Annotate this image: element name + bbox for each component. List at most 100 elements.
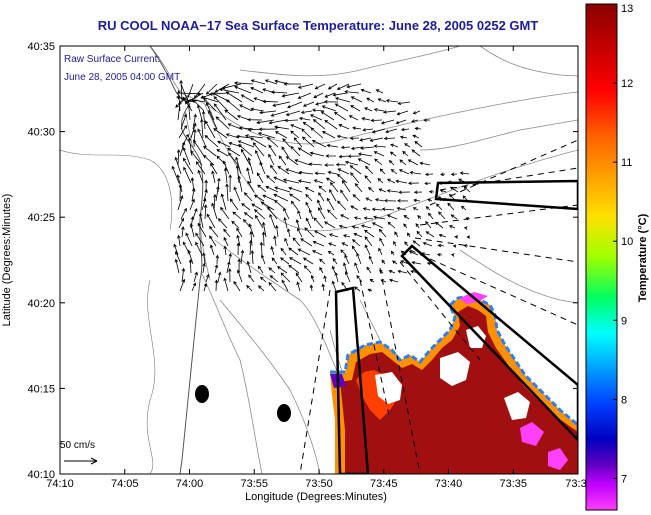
current-vector bbox=[337, 168, 350, 175]
current-vector bbox=[365, 165, 374, 175]
current-vector bbox=[201, 110, 206, 130]
current-vector bbox=[377, 178, 384, 184]
scale-label: 50 cm/s bbox=[60, 440, 95, 451]
current-vector bbox=[214, 264, 219, 274]
current-vector bbox=[378, 269, 384, 274]
current-vector bbox=[359, 137, 372, 142]
current-vector bbox=[288, 186, 303, 193]
current-vector bbox=[305, 193, 313, 202]
current-vector bbox=[411, 149, 421, 157]
inland-contour bbox=[146, 279, 156, 474]
current-vector bbox=[428, 190, 435, 194]
current-vector bbox=[296, 281, 301, 292]
current-vector bbox=[208, 92, 228, 96]
buoy-marker-1 bbox=[195, 385, 209, 403]
current-vector bbox=[217, 140, 231, 148]
current-vector bbox=[414, 126, 422, 131]
current-vector bbox=[356, 275, 363, 283]
y-tick-label: 40:30 bbox=[27, 127, 55, 139]
current-vector bbox=[414, 140, 423, 148]
current-vector bbox=[240, 94, 255, 103]
current-vector bbox=[229, 198, 239, 211]
current-vector bbox=[354, 262, 360, 274]
current-vector bbox=[314, 230, 327, 238]
current-vector bbox=[364, 236, 373, 247]
current-vector bbox=[428, 212, 434, 220]
radar-sector-2 bbox=[400, 244, 578, 442]
current-vector bbox=[256, 119, 275, 125]
current-vector bbox=[463, 186, 471, 193]
current-vector bbox=[179, 141, 186, 157]
current-vector bbox=[354, 183, 363, 193]
current-vector bbox=[265, 185, 279, 193]
current-vector bbox=[182, 96, 193, 112]
current-vector bbox=[371, 222, 384, 229]
current-vector bbox=[209, 244, 215, 256]
current-vector bbox=[390, 250, 395, 256]
current-vector bbox=[435, 221, 444, 229]
current-vector bbox=[365, 197, 373, 202]
current-vector bbox=[371, 128, 386, 134]
current-vector bbox=[341, 180, 351, 193]
current-vector bbox=[404, 241, 409, 247]
current-vector bbox=[239, 104, 253, 112]
current-vector bbox=[369, 137, 384, 142]
current-vector bbox=[203, 97, 217, 112]
current-vector bbox=[300, 110, 313, 114]
current-vector bbox=[378, 228, 387, 238]
current-vector bbox=[343, 234, 351, 238]
current-vector bbox=[231, 220, 240, 229]
current-vector bbox=[373, 144, 387, 148]
current-vector bbox=[268, 281, 277, 292]
current-vector bbox=[205, 273, 210, 283]
current-vector bbox=[217, 271, 222, 283]
current-vector bbox=[309, 151, 325, 157]
current-vector bbox=[196, 104, 203, 121]
current-vector bbox=[378, 247, 383, 256]
colorbar-tick-label: 12 bbox=[621, 78, 633, 90]
current-vector bbox=[412, 207, 419, 211]
current-vector bbox=[208, 110, 218, 130]
current-vector bbox=[350, 172, 360, 184]
current-vector bbox=[284, 237, 289, 247]
x-tick-label: 73:40 bbox=[435, 478, 463, 490]
y-tick-label: 40:35 bbox=[27, 41, 55, 53]
current-vector bbox=[297, 179, 312, 184]
current-vector bbox=[201, 197, 207, 211]
current-vector bbox=[283, 82, 302, 86]
current-vector bbox=[300, 238, 313, 247]
current-vector bbox=[259, 241, 264, 256]
current-vector bbox=[422, 242, 433, 247]
current-vector bbox=[282, 178, 300, 184]
current-vector bbox=[182, 157, 194, 175]
current-vector bbox=[344, 160, 359, 166]
current-vector bbox=[174, 258, 180, 274]
current-vector bbox=[242, 218, 252, 229]
current-vector bbox=[463, 226, 468, 230]
current-vector bbox=[381, 259, 386, 265]
current-vector bbox=[236, 242, 241, 256]
current-vector bbox=[314, 171, 326, 176]
current-vector bbox=[344, 90, 360, 94]
current-vector bbox=[309, 114, 323, 121]
current-vector bbox=[327, 250, 335, 256]
current-vector bbox=[448, 193, 457, 202]
current-vector bbox=[248, 223, 255, 238]
current-vector bbox=[373, 151, 385, 157]
current-vector bbox=[398, 190, 411, 195]
current-vector bbox=[190, 122, 197, 139]
current-vector bbox=[336, 134, 348, 139]
current-vector bbox=[400, 127, 410, 132]
current-vector bbox=[463, 244, 469, 248]
current-vector bbox=[197, 128, 207, 148]
current-vector bbox=[285, 156, 299, 166]
current-vector bbox=[213, 128, 228, 139]
colorbar bbox=[585, 3, 618, 511]
current-vector bbox=[379, 168, 386, 175]
current-vector bbox=[209, 235, 217, 247]
current-vector bbox=[374, 158, 383, 166]
current-vector bbox=[183, 166, 192, 184]
plot-area bbox=[60, 46, 578, 474]
sst-hole-3 bbox=[466, 326, 486, 348]
current-vector bbox=[280, 272, 291, 283]
